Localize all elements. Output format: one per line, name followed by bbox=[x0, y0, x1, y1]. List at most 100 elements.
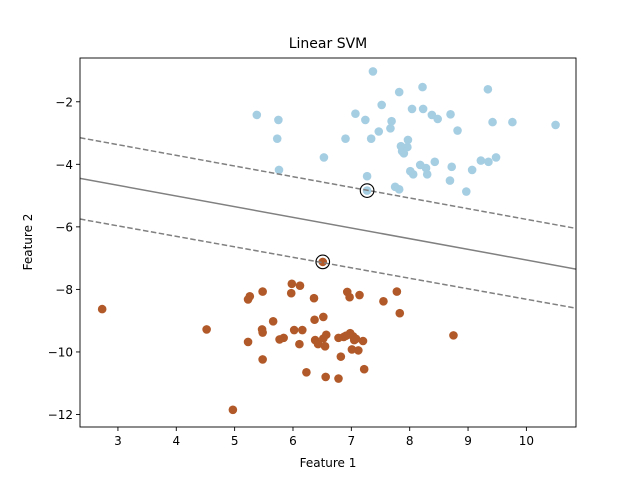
data-point-class-0 bbox=[484, 157, 493, 167]
data-point-class-1 bbox=[268, 317, 278, 326]
data-point-class-1 bbox=[334, 374, 343, 383]
data-point-class-1 bbox=[309, 293, 319, 303]
data-point-class-1 bbox=[351, 334, 361, 344]
y-tick-label: −8 bbox=[55, 283, 73, 297]
data-point-class-0 bbox=[399, 149, 409, 158]
data-point-class-0 bbox=[368, 67, 378, 76]
data-point-class-0 bbox=[252, 110, 262, 120]
data-point-class-1 bbox=[97, 304, 107, 314]
data-point-class-0 bbox=[445, 176, 455, 185]
data-point-class-1 bbox=[258, 355, 267, 364]
decision-lines bbox=[80, 137, 576, 309]
data-point-class-1 bbox=[319, 312, 328, 322]
margin-line-2 bbox=[80, 218, 576, 309]
data-point-class-1 bbox=[345, 292, 354, 302]
data-point-class-1 bbox=[258, 328, 267, 337]
data-point-class-0 bbox=[453, 126, 462, 135]
data-point-class-1 bbox=[298, 325, 307, 335]
data-point-class-1 bbox=[295, 281, 305, 290]
data-point-class-1 bbox=[341, 331, 351, 340]
data-point-class-0 bbox=[447, 162, 457, 172]
data-point-class-1 bbox=[289, 325, 299, 335]
data-point-class-0 bbox=[351, 109, 360, 118]
data-point-class-0 bbox=[274, 115, 283, 125]
data-point-class-1 bbox=[258, 287, 267, 296]
data-point-class-0 bbox=[508, 117, 517, 127]
data-point-class-1 bbox=[449, 331, 458, 340]
data-point-class-0 bbox=[361, 115, 370, 125]
data-point-class-1 bbox=[318, 257, 328, 267]
decision-boundary-line bbox=[80, 177, 576, 270]
data-point-class-1 bbox=[243, 295, 253, 304]
y-tick-label: −2 bbox=[55, 95, 73, 109]
data-point-class-0 bbox=[418, 104, 428, 114]
data-point-class-1 bbox=[321, 372, 330, 382]
data-point-class-1 bbox=[319, 334, 328, 343]
x-axis-label: Feature 1 bbox=[300, 456, 357, 470]
y-axis-label: Feature 2 bbox=[21, 214, 35, 271]
margin-line-1 bbox=[80, 137, 576, 230]
data-point-class-1 bbox=[379, 296, 388, 306]
data-point-class-0 bbox=[407, 104, 417, 114]
data-point-class-0 bbox=[433, 114, 443, 124]
data-point-class-1 bbox=[320, 342, 330, 351]
x-tick-label: 3 bbox=[114, 434, 122, 448]
data-point-class-0 bbox=[483, 84, 493, 94]
data-point-class-0 bbox=[422, 170, 432, 179]
data-point-class-0 bbox=[446, 109, 455, 119]
data-point-class-1 bbox=[392, 287, 402, 296]
chart-title: Linear SVM bbox=[289, 36, 368, 52]
data-point-class-1 bbox=[275, 335, 284, 344]
data-point-class-1 bbox=[287, 279, 297, 289]
data-point-class-0 bbox=[341, 134, 350, 143]
data-point-class-0 bbox=[387, 116, 396, 126]
x-tick-label: 10 bbox=[519, 434, 534, 448]
data-point-class-1 bbox=[202, 325, 211, 334]
data-point-class-1 bbox=[313, 339, 323, 349]
data-point-class-0 bbox=[491, 153, 501, 162]
y-tick-label: −12 bbox=[48, 408, 73, 422]
data-point-class-0 bbox=[408, 170, 418, 179]
data-point-class-0 bbox=[394, 87, 404, 97]
x-tick-label: 8 bbox=[406, 434, 414, 448]
y-tick-label: −10 bbox=[48, 345, 73, 359]
data-point-class-1 bbox=[228, 405, 238, 415]
data-point-class-1 bbox=[354, 346, 363, 355]
data-point-class-0 bbox=[394, 185, 404, 194]
data-point-class-0 bbox=[377, 100, 386, 110]
x-tick-label: 7 bbox=[348, 434, 356, 448]
data-point-class-0 bbox=[274, 165, 284, 175]
data-point-class-1 bbox=[243, 337, 253, 347]
support-vector-marker bbox=[359, 183, 375, 198]
axes-frame bbox=[79, 57, 577, 428]
data-point-class-1 bbox=[359, 364, 369, 374]
data-point-class-0 bbox=[319, 153, 329, 162]
data-point-class-1 bbox=[302, 367, 311, 377]
data-point-class-0 bbox=[488, 117, 497, 127]
y-tick-label: −6 bbox=[55, 220, 73, 234]
data-point-class-0 bbox=[430, 157, 440, 167]
data-point-class-0 bbox=[476, 156, 486, 165]
data-point-class-1 bbox=[395, 308, 405, 318]
x-tick-label: 5 bbox=[231, 434, 239, 448]
data-point-class-1 bbox=[355, 290, 364, 300]
data-point-class-1 bbox=[286, 288, 296, 298]
data-point-class-1 bbox=[295, 339, 304, 349]
data-point-class-1 bbox=[358, 336, 368, 346]
data-point-class-0 bbox=[386, 124, 395, 133]
data-point-class-0 bbox=[366, 134, 376, 143]
x-tick-label: 4 bbox=[172, 434, 180, 448]
data-point-class-0 bbox=[272, 134, 282, 143]
data-point-class-1 bbox=[336, 352, 346, 361]
data-point-class-0 bbox=[467, 165, 477, 175]
data-point-class-0 bbox=[362, 171, 372, 181]
plot-area: 3 4 5 6 7 8 9 10 −12 −10 −8 −6 −4 −2 bbox=[48, 57, 577, 448]
data-point-class-1 bbox=[347, 345, 357, 354]
x-tick-label: 6 bbox=[289, 434, 297, 448]
data-point-class-0 bbox=[462, 187, 471, 196]
data-point-class-0 bbox=[551, 120, 560, 130]
x-tick-label: 9 bbox=[464, 434, 472, 448]
data-point-class-0 bbox=[374, 127, 384, 136]
